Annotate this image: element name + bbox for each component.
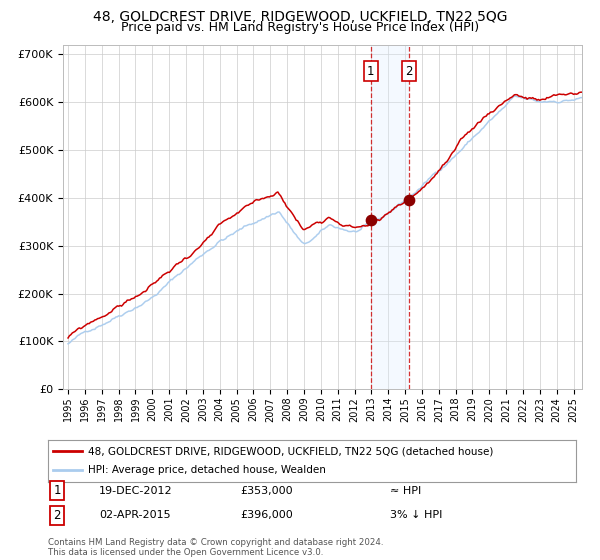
Text: 3% ↓ HPI: 3% ↓ HPI — [390, 510, 442, 520]
Text: 48, GOLDCREST DRIVE, RIDGEWOOD, UCKFIELD, TN22 5QG: 48, GOLDCREST DRIVE, RIDGEWOOD, UCKFIELD… — [93, 10, 507, 24]
Text: ≈ HPI: ≈ HPI — [390, 486, 421, 496]
Text: 48, GOLDCREST DRIVE, RIDGEWOOD, UCKFIELD, TN22 5QG (detached house): 48, GOLDCREST DRIVE, RIDGEWOOD, UCKFIELD… — [88, 446, 493, 456]
Text: Price paid vs. HM Land Registry's House Price Index (HPI): Price paid vs. HM Land Registry's House … — [121, 21, 479, 34]
Text: 1: 1 — [367, 64, 374, 78]
Text: £353,000: £353,000 — [240, 486, 293, 496]
Point — [366, 216, 376, 225]
Text: 2: 2 — [406, 64, 413, 78]
Point — [404, 195, 414, 204]
Bar — [371, 45, 409, 389]
Text: Contains HM Land Registry data © Crown copyright and database right 2024.
This d: Contains HM Land Registry data © Crown c… — [48, 538, 383, 557]
Text: 19-DEC-2012: 19-DEC-2012 — [99, 486, 173, 496]
Text: £396,000: £396,000 — [240, 510, 293, 520]
Text: 1: 1 — [53, 484, 61, 497]
Text: 2: 2 — [53, 508, 61, 522]
Text: HPI: Average price, detached house, Wealden: HPI: Average price, detached house, Weal… — [88, 465, 325, 475]
Text: 02-APR-2015: 02-APR-2015 — [99, 510, 170, 520]
